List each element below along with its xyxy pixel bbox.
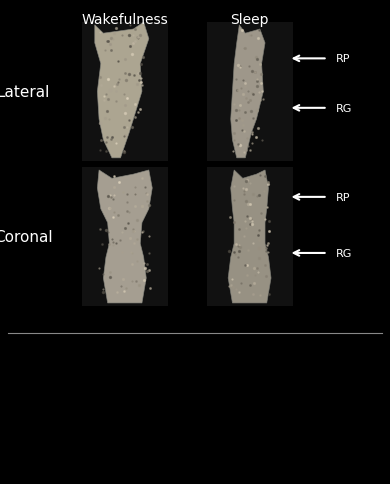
FancyBboxPatch shape [82,23,168,161]
Text: A three-dimensional volumetric reconstruction of a sub-
ject’s airway in both la: A three-dimensional volumetric reconstru… [72,348,390,402]
Text: RP: RP [335,54,350,64]
Text: RP: RP [335,193,350,202]
Text: Lateral: Lateral [0,85,50,100]
Polygon shape [231,26,265,158]
Polygon shape [95,23,149,158]
FancyBboxPatch shape [207,168,292,306]
Polygon shape [98,171,152,303]
Text: Coronal: Coronal [0,229,53,244]
Polygon shape [228,171,271,303]
FancyBboxPatch shape [82,168,168,306]
FancyBboxPatch shape [207,23,292,161]
Text: RG: RG [335,248,352,258]
Text: Sleep: Sleep [230,13,269,27]
Text: Wakefulness: Wakefulness [82,13,168,27]
Text: Figure 6.: Figure 6. [12,348,64,357]
Text: RG: RG [335,104,352,114]
